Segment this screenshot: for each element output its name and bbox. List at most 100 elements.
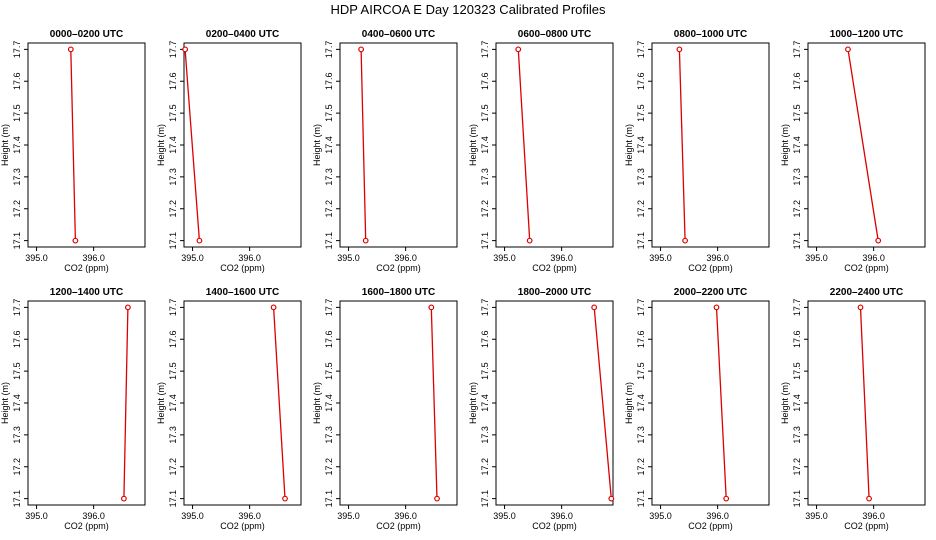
- y-axis-label: Height (m): [0, 124, 10, 166]
- panel-title: 1000–1200 UTC: [830, 29, 903, 40]
- x-axis-label: CO2 (ppm): [220, 263, 265, 273]
- x-tick-label: 395.0: [649, 253, 672, 263]
- y-tick-label: 17.4: [168, 136, 178, 154]
- x-axis-label: CO2 (ppm): [64, 263, 109, 273]
- y-tick-label: 17.7: [12, 41, 22, 59]
- y-tick-label: 17.7: [480, 41, 490, 59]
- data-point: [428, 304, 435, 311]
- y-tick-label: 17.7: [636, 299, 646, 317]
- y-tick-label: 17.4: [324, 136, 334, 154]
- x-axis-label: CO2 (ppm): [532, 521, 577, 531]
- y-tick-label: 17.5: [168, 362, 178, 380]
- profile-line: [593, 307, 612, 499]
- y-tick-label: 17.3: [480, 168, 490, 186]
- x-tick-label: 395.0: [805, 511, 828, 521]
- x-tick-label: 395.0: [337, 253, 360, 263]
- x-tick-label: 396.0: [706, 253, 729, 263]
- panel-title: 1400–1600 UTC: [206, 287, 279, 298]
- y-tick-label: 17.3: [12, 168, 22, 186]
- y-tick-label: 17.3: [792, 168, 802, 186]
- data-point: [515, 46, 522, 53]
- data-point: [362, 237, 369, 244]
- x-tick-label: 396.0: [394, 253, 417, 263]
- data-point: [682, 237, 689, 244]
- x-tick-label: 395.0: [649, 511, 672, 521]
- panel-title: 1800–2000 UTC: [518, 287, 591, 298]
- y-tick-label: 17.2: [12, 458, 22, 476]
- y-tick-label: 17.7: [324, 41, 334, 59]
- x-tick-label: 395.0: [181, 253, 204, 263]
- x-tick-label: 395.0: [337, 511, 360, 521]
- data-point: [358, 46, 365, 53]
- x-tick-label: 395.0: [493, 511, 516, 521]
- y-tick-label: 17.4: [324, 394, 334, 412]
- y-tick-label: 17.7: [168, 41, 178, 59]
- y-tick-label: 17.3: [480, 426, 490, 444]
- x-axis-label: CO2 (ppm): [688, 521, 733, 531]
- profile-line: [859, 307, 870, 499]
- y-tick-label: 17.1: [480, 490, 490, 508]
- data-point: [282, 495, 288, 502]
- y-axis-label: Height (m): [156, 382, 166, 424]
- plot-frame: [807, 300, 926, 506]
- panel-title: 2000–2200 UTC: [674, 287, 747, 298]
- y-tick-label: 17.1: [168, 232, 178, 250]
- y-tick-label: 17.1: [792, 232, 802, 250]
- y-tick-label: 17.2: [168, 200, 178, 218]
- data-point: [591, 304, 598, 311]
- y-tick-label: 17.4: [480, 136, 490, 154]
- y-tick-label: 17.6: [792, 330, 802, 348]
- x-tick-label: 396.0: [706, 511, 729, 521]
- y-tick-label: 17.4: [480, 394, 490, 412]
- y-tick-label: 17.2: [168, 458, 178, 476]
- y-tick-label: 17.2: [324, 200, 334, 218]
- y-tick-label: 17.5: [12, 104, 22, 122]
- panel-title: 2200–2400 UTC: [830, 287, 903, 298]
- y-tick-label: 17.1: [12, 232, 22, 250]
- y-axis-label: Height (m): [468, 382, 478, 424]
- y-tick-label: 17.5: [480, 362, 490, 380]
- profile-line: [360, 49, 367, 241]
- y-tick-label: 17.3: [636, 168, 646, 186]
- y-tick-label: 17.3: [168, 168, 178, 186]
- y-tick-label: 17.4: [12, 136, 22, 154]
- data-point: [676, 46, 683, 53]
- y-tick-label: 17.7: [324, 299, 334, 317]
- y-tick-label: 17.6: [480, 330, 490, 348]
- y-tick-label: 17.6: [480, 72, 490, 90]
- y-tick-label: 17.3: [168, 426, 178, 444]
- y-tick-label: 17.2: [480, 200, 490, 218]
- panel-title: 1200–1400 UTC: [50, 287, 123, 298]
- x-tick-label: 395.0: [181, 511, 204, 521]
- y-tick-label: 17.4: [792, 136, 802, 154]
- y-tick-label: 17.1: [792, 490, 802, 508]
- x-tick-label: 396.0: [394, 511, 417, 521]
- y-tick-label: 17.6: [792, 72, 802, 90]
- data-point: [72, 237, 79, 244]
- y-tick-label: 17.4: [636, 394, 646, 412]
- y-tick-label: 17.2: [792, 200, 802, 218]
- data-point: [270, 304, 277, 311]
- x-tick-label: 395.0: [805, 253, 828, 263]
- plot-frame: [183, 42, 302, 248]
- y-tick-label: 17.4: [792, 394, 802, 412]
- y-tick-label: 17.2: [324, 458, 334, 476]
- x-axis-label: CO2 (ppm): [532, 263, 577, 273]
- data-point: [723, 495, 730, 502]
- profile-line: [70, 49, 77, 241]
- y-tick-label: 17.2: [480, 458, 490, 476]
- y-tick-label: 17.3: [792, 426, 802, 444]
- y-tick-label: 17.5: [636, 104, 646, 122]
- y-tick-label: 17.3: [324, 168, 334, 186]
- y-tick-label: 17.1: [168, 490, 178, 508]
- y-axis-label: Height (m): [312, 382, 322, 424]
- data-point: [866, 495, 872, 502]
- y-tick-label: 17.2: [792, 458, 802, 476]
- y-tick-label: 17.7: [792, 299, 802, 317]
- plot-frame: [495, 300, 614, 506]
- x-tick-label: 396.0: [862, 511, 885, 521]
- profile-line: [184, 49, 201, 241]
- data-point: [120, 495, 127, 502]
- y-axis-label: Height (m): [780, 382, 790, 424]
- profile-line: [847, 49, 879, 241]
